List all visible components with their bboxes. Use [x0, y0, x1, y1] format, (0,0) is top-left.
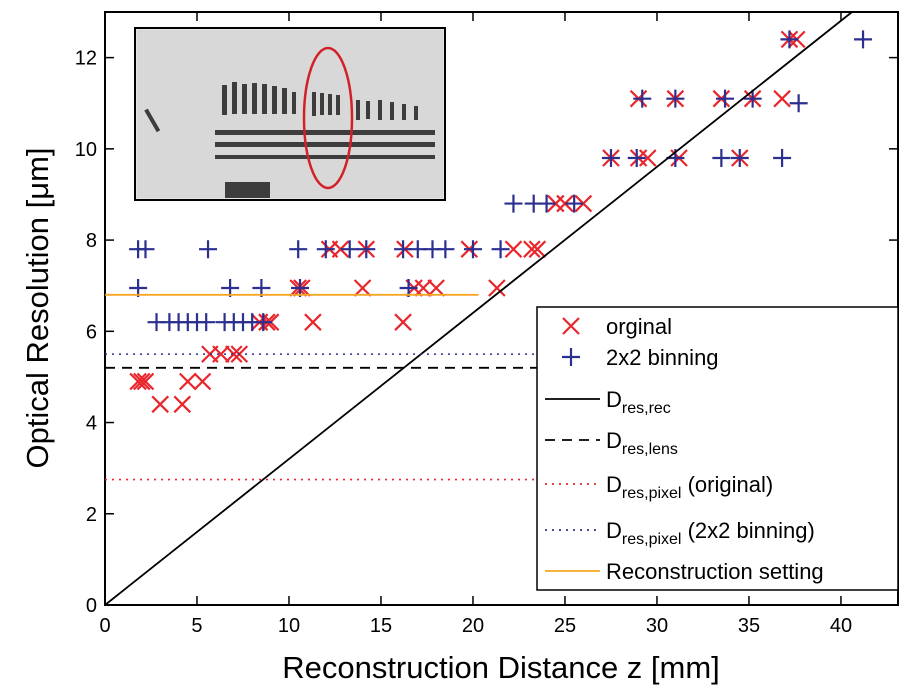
plus-marker	[854, 30, 873, 49]
legend-label: Dres,pixel (2x2 binning)	[606, 518, 815, 548]
plus-marker	[780, 30, 799, 49]
x-tick-label: 35	[738, 615, 760, 637]
x-marker	[225, 345, 243, 363]
plus-marker	[716, 89, 735, 108]
x-marker	[304, 313, 322, 331]
plus-marker	[316, 240, 335, 259]
plus-marker	[730, 148, 749, 167]
plus-marker	[197, 313, 216, 332]
x-tick-label: 25	[554, 615, 576, 637]
legend-label: Reconstruction setting	[606, 559, 824, 584]
plus-marker	[773, 148, 792, 167]
x-marker	[556, 194, 574, 213]
legend-subscript: res,lens	[622, 441, 678, 458]
plus-marker	[562, 348, 580, 366]
y-tick-label: 12	[75, 48, 97, 70]
legend-suffix: (original)	[681, 472, 773, 497]
legend-name: D	[606, 472, 622, 497]
plus-marker	[289, 240, 308, 259]
plus-marker	[136, 240, 155, 259]
x-tick-label: 40	[830, 615, 852, 637]
x-marker	[638, 149, 657, 167]
x-marker	[523, 240, 541, 258]
legend-name: D	[606, 428, 622, 453]
plus-marker	[565, 194, 584, 213]
x-marker	[212, 345, 230, 363]
x-marker	[427, 279, 445, 297]
y-tick-label: 4	[86, 413, 97, 435]
y-tick-label: 2	[86, 504, 97, 526]
plus-marker	[627, 148, 646, 167]
plus-marker	[537, 194, 556, 213]
y-tick-label: 6	[86, 321, 97, 343]
plus-marker	[463, 240, 482, 259]
x-tick-label: 15	[370, 615, 392, 637]
legend-label: orginal	[606, 314, 672, 339]
legend-suffix: (2x2 binning)	[681, 518, 814, 543]
x-marker	[179, 372, 197, 391]
plus-marker	[712, 148, 731, 167]
x-tick-label: 10	[278, 615, 300, 637]
plot-area	[104, 11, 898, 606]
inset-image	[134, 27, 446, 201]
legend-name: D	[606, 387, 622, 412]
y-tick-label: 0	[86, 595, 97, 617]
plus-marker	[491, 240, 510, 259]
x-marker	[136, 372, 155, 391]
x-marker	[129, 372, 147, 391]
legend-name: Reconstruction setting	[606, 559, 824, 584]
x-marker	[773, 89, 791, 108]
x-marker	[193, 372, 212, 391]
legend-label: 2x2 binning	[606, 345, 719, 370]
plus-marker	[504, 194, 523, 213]
x-marker	[151, 395, 169, 414]
plus-marker	[601, 148, 620, 167]
plus-marker	[743, 89, 762, 108]
legend-label: Dres,rec	[606, 387, 671, 417]
x-tick-label: 20	[462, 615, 484, 637]
plus-marker	[357, 240, 376, 259]
legend-label: Dres,lens	[606, 428, 678, 458]
x-marker	[173, 395, 192, 414]
legend-name: 2x2 binning	[606, 345, 719, 370]
x-marker	[353, 279, 372, 297]
x-marker	[414, 279, 433, 297]
legend-subscript: res,pixel	[622, 531, 682, 548]
legend-label: Dres,pixel (original)	[606, 472, 773, 502]
series-line	[104, 11, 853, 606]
x-axis-title: Reconstruction Distance z [mm]	[282, 650, 720, 685]
plus-marker	[789, 94, 808, 113]
plus-marker	[436, 240, 455, 259]
legend-subscript: res,rec	[622, 400, 671, 417]
x-marker	[488, 279, 506, 297]
x-marker	[133, 372, 151, 391]
x-marker	[331, 240, 350, 258]
x-tick-label: 0	[99, 615, 110, 637]
x-marker	[504, 240, 523, 258]
y-tick-label: 8	[86, 230, 97, 252]
legend-box	[536, 306, 899, 591]
y-tick-label: 10	[75, 139, 97, 161]
plus-marker	[340, 240, 359, 259]
x-marker	[528, 240, 547, 258]
x-marker	[574, 194, 593, 213]
y-axis-title: Optical Resolution [μm]	[20, 147, 55, 468]
plus-marker	[666, 89, 685, 108]
legend-subscript: res,pixel	[622, 485, 682, 502]
plus-marker	[199, 240, 218, 259]
x-marker	[394, 313, 412, 331]
x-marker	[562, 317, 580, 335]
plus-marker	[254, 313, 273, 332]
x-tick-label: 30	[646, 615, 668, 637]
legend-name: orginal	[606, 314, 672, 339]
plus-marker	[633, 89, 652, 108]
x-tick-label: 5	[191, 615, 202, 637]
legend-name: D	[606, 518, 622, 543]
